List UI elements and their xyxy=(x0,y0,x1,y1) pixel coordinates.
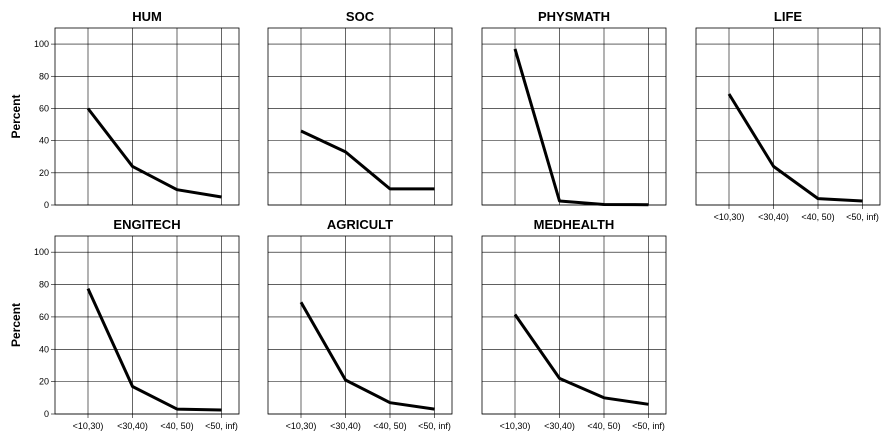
y-axis-label: Percent xyxy=(9,303,23,347)
x-tick-label: <50, inf) xyxy=(846,212,879,222)
panel-frame xyxy=(481,235,667,415)
panel-title: AGRICULT xyxy=(327,217,393,232)
y-tick-label: 60 xyxy=(39,103,49,113)
x-tick-label: <30,40) xyxy=(544,421,575,431)
x-tick-label: <40, 50) xyxy=(373,421,406,431)
x-tick-label: <10,30) xyxy=(73,421,104,431)
panel-title: SOC xyxy=(346,9,375,24)
panel-frame xyxy=(267,235,453,415)
x-tick-label: <10,30) xyxy=(714,212,745,222)
y-tick-label: 0 xyxy=(44,200,49,210)
x-tick-label: <10,30) xyxy=(500,421,531,431)
x-tick-label: <30,40) xyxy=(758,212,789,222)
x-tick-label: <10,30) xyxy=(286,421,317,431)
y-tick-label: 20 xyxy=(39,168,49,178)
y-tick-label: 40 xyxy=(39,344,49,354)
panel-frame xyxy=(267,27,453,206)
series-line-medhealth xyxy=(513,313,649,406)
panel-frame xyxy=(695,27,881,206)
y-tick-label: 80 xyxy=(39,280,49,290)
panel-title: ENGITECH xyxy=(113,217,180,232)
panel-frame xyxy=(54,27,240,206)
x-tick-label: <50, inf) xyxy=(418,421,451,431)
x-tick-label: <30,40) xyxy=(330,421,361,431)
panel-title: HUM xyxy=(132,9,162,24)
series-line-life xyxy=(727,93,863,203)
x-tick-label: <50, inf) xyxy=(205,421,238,431)
series-line-hum xyxy=(86,107,222,199)
x-tick-label: <50, inf) xyxy=(632,421,665,431)
y-tick-label: 100 xyxy=(34,39,49,49)
series-line-engitech xyxy=(86,287,222,412)
x-tick-label: <40, 50) xyxy=(587,421,620,431)
y-tick-label: 60 xyxy=(39,312,49,322)
panel-title: LIFE xyxy=(774,9,802,24)
y-tick-label: 40 xyxy=(39,136,49,146)
x-tick-label: <40, 50) xyxy=(801,212,834,222)
panel-frame xyxy=(54,235,240,415)
y-tick-label: 0 xyxy=(44,409,49,419)
x-tick-label: <40, 50) xyxy=(160,421,193,431)
series-line-soc xyxy=(300,129,435,191)
panel-title: MEDHEALTH xyxy=(534,217,615,232)
y-axis-label: Percent xyxy=(9,94,23,138)
series-line-agricult xyxy=(299,301,435,411)
panel-title: PHYSMATH xyxy=(538,9,610,24)
y-tick-label: 20 xyxy=(39,377,49,387)
series-line-physmath xyxy=(513,48,649,207)
y-tick-label: 80 xyxy=(39,71,49,81)
x-tick-label: <30,40) xyxy=(117,421,148,431)
y-tick-label: 100 xyxy=(34,247,49,257)
panel-frame xyxy=(481,27,667,206)
